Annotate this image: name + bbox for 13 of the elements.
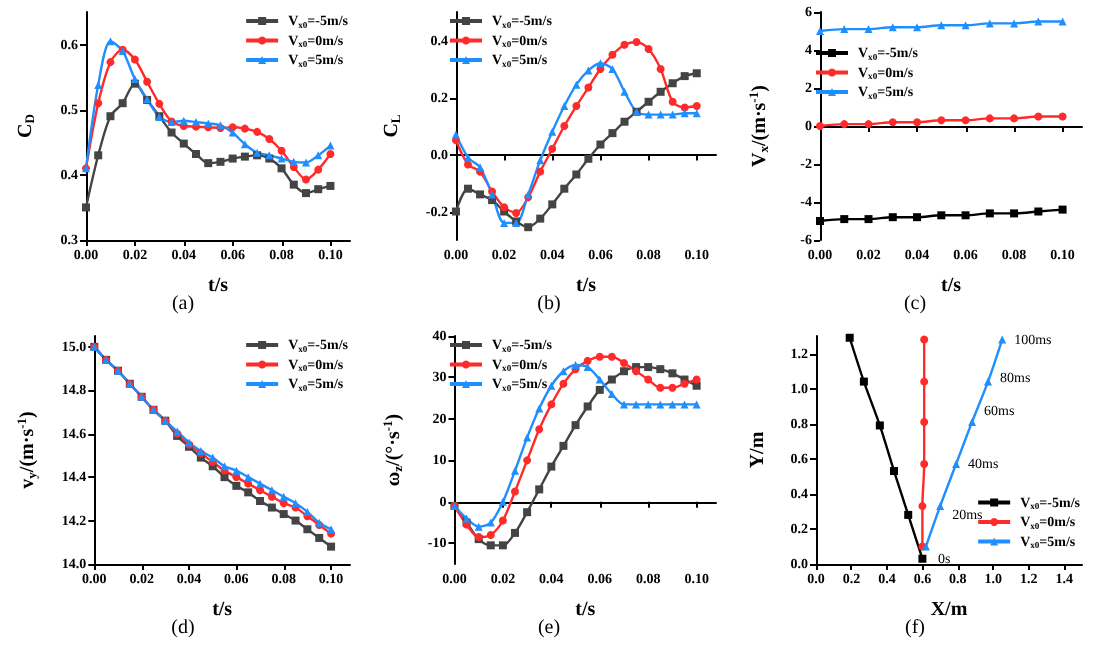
text: (e) [537, 617, 561, 639]
x-axis-title: t/s [208, 275, 229, 297]
x-axis-title: t/s [212, 599, 233, 621]
text: (c) [903, 293, 927, 315]
x-axis-title: t/s [575, 599, 596, 621]
x-axis-title: X/m [930, 599, 969, 621]
x-axis-title: t/s [941, 275, 962, 297]
text: (d) [171, 617, 195, 639]
text: (b) [537, 293, 561, 315]
text: (f) [905, 617, 925, 639]
x-axis-title: t/s [575, 275, 597, 297]
y-axis-title: Y/m [747, 430, 769, 469]
text: (a) [171, 293, 195, 315]
